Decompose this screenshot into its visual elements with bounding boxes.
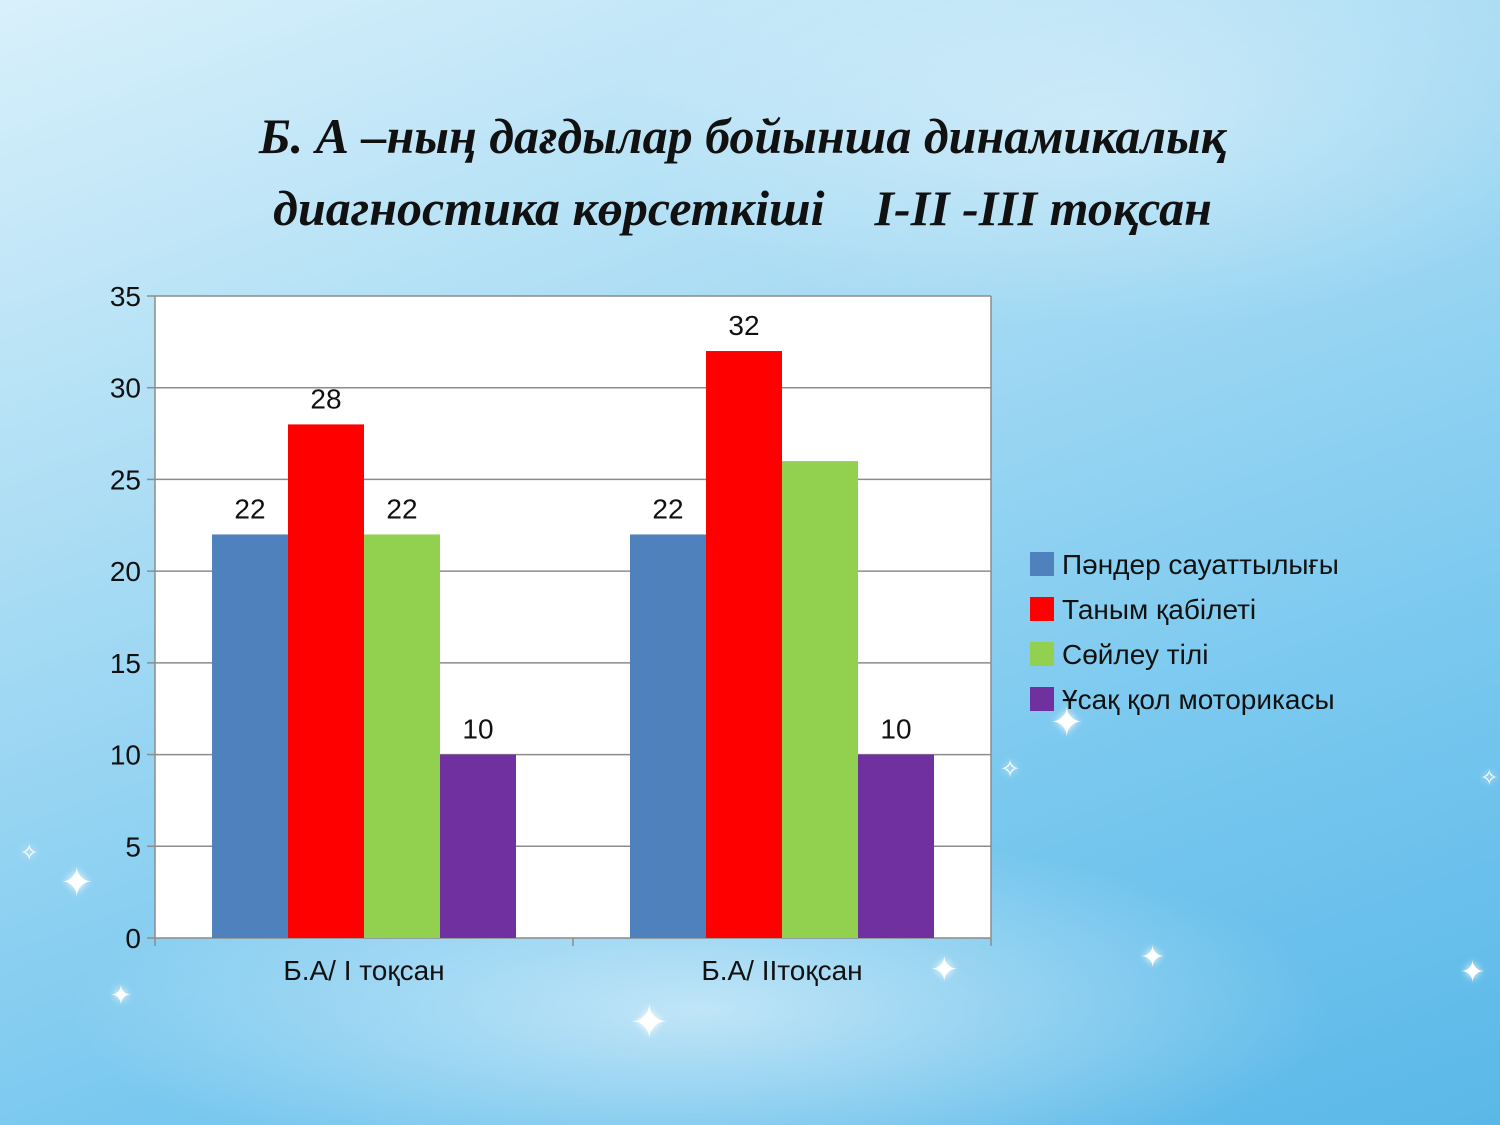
bar	[288, 424, 364, 938]
slide-title-line2: диагностика көрсеткіші I-II -III тоқсан	[273, 180, 1212, 236]
legend-swatch	[1030, 642, 1054, 666]
y-tick-label: 25	[110, 464, 141, 495]
legend-label: Сөйлеу тілі	[1062, 639, 1208, 670]
data-label: 32	[728, 310, 759, 341]
slide-title-line1: Б. А –ның дағдылар бойынша динамикалық	[258, 108, 1227, 164]
x-category-label: Б.А/ I тоқсан	[283, 955, 444, 986]
bar	[706, 351, 782, 938]
bar	[212, 534, 288, 938]
y-tick-label: 20	[110, 556, 141, 587]
legend-label: Пәндер сауаттылығы	[1062, 549, 1339, 580]
y-tick-label: 35	[110, 281, 141, 312]
y-tick-label: 10	[110, 740, 141, 771]
data-label: 10	[462, 714, 493, 745]
y-tick-label: 30	[110, 373, 141, 404]
data-label: 22	[234, 493, 265, 524]
bar	[364, 534, 440, 938]
legend-swatch	[1030, 552, 1054, 576]
legend-swatch	[1030, 597, 1054, 621]
y-tick-label: 0	[125, 923, 141, 954]
slide-title: Б. А –ның дағдылар бойынша динамикалық д…	[0, 100, 1485, 244]
data-label: 22	[652, 493, 683, 524]
legend-label: Ұсақ қол моторикасы	[1062, 684, 1335, 715]
data-label: 22	[386, 493, 417, 524]
x-category-label: Б.А/ IIтоқсан	[701, 955, 862, 986]
legend-label: Таным қабілеті	[1062, 594, 1256, 625]
y-tick-label: 15	[110, 648, 141, 679]
bar	[782, 461, 858, 938]
y-tick-label: 5	[125, 831, 141, 862]
bar	[630, 534, 706, 938]
bar	[858, 754, 934, 938]
data-label: 28	[310, 383, 341, 414]
bar	[440, 754, 516, 938]
legend-swatch	[1030, 687, 1054, 711]
data-label: 10	[880, 714, 911, 745]
